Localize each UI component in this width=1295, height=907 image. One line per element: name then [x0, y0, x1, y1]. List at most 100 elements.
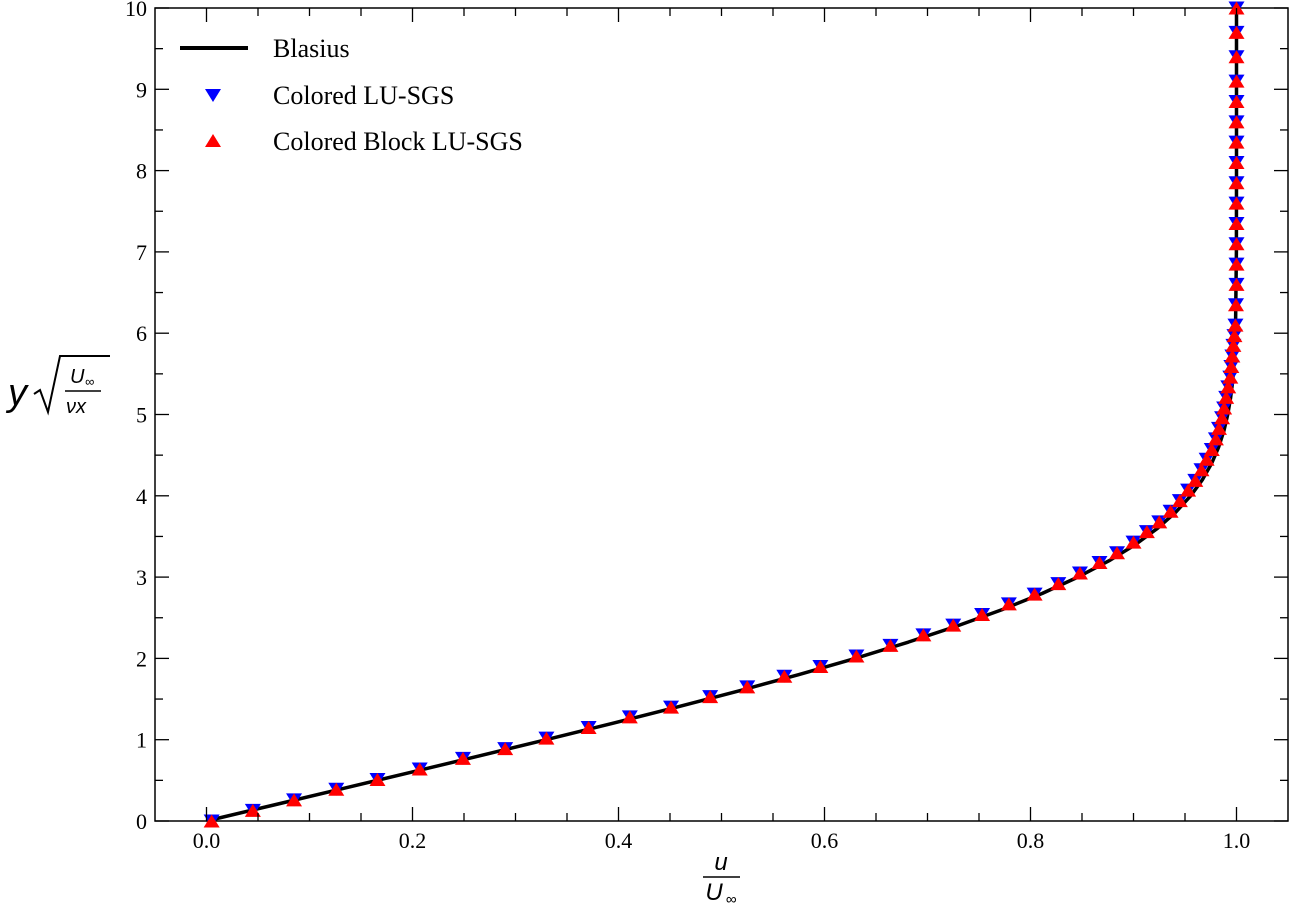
data-point-triangle-up	[1207, 432, 1224, 446]
y-tick-label: 9	[136, 77, 147, 102]
data-point-triangle-up	[1000, 597, 1017, 611]
legend-entry-blasius: Blasius	[180, 34, 350, 63]
data-point-triangle-up	[621, 710, 638, 724]
y-axis-label-radical	[33, 355, 110, 416]
x-tick-label: 0.2	[399, 828, 427, 853]
x-tick-label: 1.0	[1223, 828, 1251, 853]
data-point-triangle-up	[1198, 452, 1215, 466]
data-point-triangle-up	[1091, 555, 1108, 569]
data-point-triangle-up	[497, 742, 514, 756]
data-point-triangle-up	[1228, 135, 1245, 149]
data-point-triangle-up	[1050, 577, 1067, 591]
legend-label-colored-lu-sgs: Colored LU-SGS	[273, 81, 454, 110]
data-point-triangle-up	[702, 690, 719, 704]
y-axis-ticks: 0 1 2 3 4 5 6 7 8 9 10	[125, 0, 1288, 834]
legend-entry-colored-block-lu-sgs: Colored Block LU-SGS	[205, 127, 523, 156]
data-point-triangle-up	[1218, 390, 1235, 404]
data-point-triangle-up	[1228, 94, 1245, 108]
y-tick-label: 3	[136, 565, 147, 590]
data-point-triangle-up	[1228, 216, 1245, 230]
y-tick-label: 1	[136, 728, 147, 753]
data-point-triangle-up	[1228, 237, 1245, 251]
data-point-triangle-up	[1228, 196, 1245, 210]
legend-entry-colored-lu-sgs: Colored LU-SGS	[205, 81, 454, 110]
data-point-triangle-up	[1227, 318, 1244, 332]
data-point-triangle-up	[1228, 74, 1245, 88]
data-point-triangle-up	[1223, 360, 1240, 374]
data-point-triangle-up	[945, 618, 962, 632]
data-point-triangle-up	[1214, 411, 1231, 425]
legend: Blasius Colored LU-SGS Colored Block LU-…	[180, 34, 523, 156]
data-point-triangle-up	[1222, 370, 1239, 384]
data-point-triangle-up	[812, 660, 829, 674]
x-axis-ticks: 0.0 0.2 0.4 0.6 0.8 1.0	[193, 8, 1251, 853]
data-point-triangle-up	[739, 680, 756, 694]
y-tick-label: 7	[136, 240, 147, 265]
data-point-triangle-up	[1225, 338, 1242, 352]
data-point-triangle-up	[203, 814, 220, 828]
series-colored-block-lu-sgs	[203, 1, 1245, 828]
data-point-triangle-up	[1026, 587, 1043, 601]
y-axis-label-numerator-subscript: ∞	[85, 374, 94, 389]
data-point-triangle-up	[1227, 298, 1244, 312]
data-point-triangle-up	[1228, 257, 1245, 271]
data-point-triangle-up	[454, 751, 471, 765]
data-point-triangle-up	[1228, 50, 1245, 64]
data-point-triangle-up	[1216, 401, 1233, 415]
data-point-triangle-up	[1109, 546, 1126, 560]
data-point-triangle-up	[915, 628, 932, 642]
data-point-triangle-up	[1071, 566, 1088, 580]
data-point-triangle-up	[663, 700, 680, 714]
data-point-triangle-up	[974, 607, 991, 621]
x-axis-label-denominator: U	[705, 879, 723, 906]
data-point-triangle-up	[1228, 115, 1245, 129]
y-tick-label: 5	[136, 403, 147, 428]
data-point-triangle-up	[580, 721, 597, 735]
data-point-triangle-up	[244, 803, 261, 817]
data-point-triangle-up	[369, 773, 386, 787]
y-axis-label-prefix: y	[5, 372, 29, 414]
data-point-triangle-up	[776, 669, 793, 683]
data-point-triangle-up	[1193, 463, 1210, 477]
data-point-triangle-up	[848, 649, 865, 663]
data-point-triangle-up	[1224, 349, 1241, 363]
data-point-triangle-up	[1203, 442, 1220, 456]
data-point-triangle-up	[1228, 176, 1245, 190]
x-axis-label: u U ∞	[703, 849, 740, 907]
legend-triangle-up-marker	[205, 134, 221, 147]
x-tick-label: 0.0	[193, 828, 221, 853]
data-point-triangle-up	[1210, 421, 1227, 435]
data-point-triangle-up	[1228, 25, 1245, 39]
legend-label-colored-block-lu-sgs: Colored Block LU-SGS	[273, 127, 523, 156]
y-axis-label: y U ∞ νx	[5, 355, 110, 418]
data-point-triangle-up	[538, 731, 555, 745]
y-axis-label-denominator: νx	[66, 396, 87, 418]
y-tick-label: 2	[136, 646, 147, 671]
y-tick-label: 6	[136, 321, 147, 346]
data-point-triangle-up	[1226, 329, 1243, 343]
x-axis-label-denominator-subscript: ∞	[726, 891, 737, 907]
data-point-triangle-up	[1220, 380, 1237, 394]
data-point-triangle-up	[328, 782, 345, 796]
y-tick-label: 0	[136, 809, 147, 834]
data-point-triangle-up	[1138, 525, 1155, 539]
data-point-triangle-up	[1125, 535, 1142, 549]
data-point-triangle-up	[1151, 515, 1168, 529]
x-axis-label-numerator: u	[714, 849, 727, 876]
data-point-triangle-up	[882, 638, 899, 652]
plot-area	[154, 1, 1289, 828]
data-point-triangle-up	[1187, 473, 1204, 487]
data-point-triangle-up	[1228, 277, 1245, 291]
y-axis-label-numerator: U	[70, 366, 85, 388]
legend-label-blasius: Blasius	[273, 34, 350, 63]
y-tick-label: 8	[136, 159, 147, 184]
y-tick-label: 10	[125, 0, 147, 21]
data-point-triangle-up	[286, 793, 303, 807]
series-colored-lu-sgs	[203, 1, 1245, 828]
x-tick-label: 0.4	[605, 828, 633, 853]
data-point-triangle-up	[1162, 504, 1179, 518]
x-tick-label: 0.6	[811, 828, 839, 853]
legend-triangle-down-marker	[205, 89, 221, 102]
data-point-triangle-up	[1180, 483, 1197, 497]
